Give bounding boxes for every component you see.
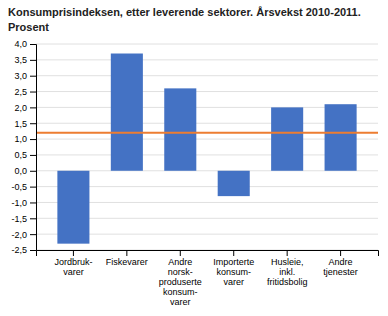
x-tick-label-line: Fiskevarer <box>106 257 148 267</box>
y-tick: 2,0 <box>14 103 36 113</box>
plot: -2,5 -2,0 -1,5 -1,0 -0,5 0,0 0,5 1,0 1,5 2,0 2,5 3,… <box>11 39 378 307</box>
x-tick-label: Importertekonsum-varer <box>213 257 254 287</box>
y-tick: -2,0 <box>11 230 36 240</box>
y-tick-mark <box>30 250 36 251</box>
y-tick-label: -2,0 <box>11 230 27 240</box>
x-tick-label: Andrenorsk-produsertekonsum-varer <box>159 257 202 307</box>
y-tick-label: 1,5 <box>14 119 27 129</box>
grid-line <box>36 44 378 45</box>
y-tick-mark <box>30 171 36 172</box>
y-tick-label: 3,0 <box>14 71 27 81</box>
y-tick-mark <box>30 123 36 124</box>
y-tick-label: 0,0 <box>14 166 27 176</box>
x-tick-label-line: fritidsbolig <box>267 277 308 287</box>
x-tick-label-line: inkl. <box>279 267 295 277</box>
y-tick: 4,0 <box>14 39 36 49</box>
y-tick: 0,0 <box>14 166 36 176</box>
y-tick-label: 0,5 <box>14 150 27 160</box>
y-tick: 3,0 <box>14 71 36 81</box>
y-tick-label: -1,0 <box>11 198 27 208</box>
y-tick-label: 4,0 <box>14 39 27 49</box>
bar <box>57 171 89 244</box>
y-axis: -2,5 -2,0 -1,5 -1,0 -0,5 0,0 0,5 1,0 1,5 2,0 2,5 3,… <box>11 39 36 255</box>
y-tick: 1,0 <box>14 134 36 144</box>
x-axis-line <box>37 251 379 257</box>
bar <box>325 104 357 171</box>
y-tick-label: 1,0 <box>14 134 27 144</box>
y-tick-label: -1,5 <box>11 214 27 224</box>
y-tick: -1,0 <box>11 198 36 208</box>
x-tick-mark <box>287 250 288 256</box>
x-tick-mark <box>73 250 74 256</box>
bar <box>271 107 303 170</box>
x-tick-label-line: norsk- <box>168 267 193 277</box>
y-tick-mark <box>30 92 36 93</box>
grid <box>36 44 378 250</box>
grid-line <box>36 75 378 76</box>
y-tick-mark <box>30 107 36 108</box>
y-tick-mark <box>30 187 36 188</box>
y-tick-label: 2,5 <box>14 87 27 97</box>
subtitle: Prosent <box>8 21 49 33</box>
x-tick-mark <box>233 250 234 256</box>
y-tick-mark <box>30 60 36 61</box>
x-tick-label-line: Andre <box>168 257 192 267</box>
x-tick: Jordbruk-varer <box>54 250 92 277</box>
x-axis: Jordbruk-varerFiskevarerAndrenorsk-produ… <box>37 250 379 307</box>
x-tick-label-line: Husleie, <box>271 257 304 267</box>
x-tick-label-line: varer <box>223 277 244 287</box>
x-tick-label-line: Jordbruk- <box>54 257 92 267</box>
y-axis-line <box>30 45 37 251</box>
y-tick-label: 3,5 <box>14 55 27 65</box>
y-tick: 2,5 <box>14 87 36 97</box>
title: Konsumprisindeksen, etter leverende sekt… <box>8 6 361 18</box>
marks <box>36 54 378 244</box>
x-tick: Andretjenester <box>323 250 358 277</box>
y-tick-mark <box>30 155 36 156</box>
y-tick-label: -0,5 <box>11 182 27 192</box>
x-tick: Importertekonsum-varer <box>213 250 254 287</box>
y-tick: -2,5 <box>11 245 36 255</box>
grid-line <box>36 59 378 60</box>
x-tick-label-line: produserte <box>159 277 202 287</box>
y-tick-mark <box>30 218 36 219</box>
x-tick-label: Husleie,inkl.fritidsbolig <box>267 257 308 287</box>
grid-line <box>36 91 378 92</box>
bar <box>111 54 143 171</box>
x-tick-label-line: konsum- <box>163 287 198 297</box>
x-tick-label-line: konsum- <box>216 267 251 277</box>
x-tick-label-line: Importerte <box>213 257 254 267</box>
reference-line <box>36 132 378 134</box>
x-tick: Andrenorsk-produsertekonsum-varer <box>159 250 202 307</box>
y-tick-label: 2,0 <box>14 103 27 113</box>
y-tick-mark <box>30 234 36 235</box>
y-tick-mark <box>30 139 36 140</box>
y-tick-mark <box>30 76 36 77</box>
x-tick-mark <box>126 250 127 256</box>
bar <box>218 171 250 196</box>
x-tick-label: Jordbruk-varer <box>54 257 92 277</box>
x-tick-mark <box>340 250 341 256</box>
x-tick-mark <box>180 250 181 256</box>
y-tick: 0,5 <box>14 150 36 160</box>
x-tick-label-line: Andre <box>329 257 353 267</box>
chart: Konsumprisindeksen, etter leverende sekt… <box>0 0 388 316</box>
x-tick: Fiskevarer <box>106 250 148 267</box>
x-tick-label: Fiskevarer <box>106 257 148 267</box>
x-tick-label-line: varer <box>63 267 84 277</box>
y-tick: -0,5 <box>11 182 36 192</box>
y-tick-mark <box>30 44 36 45</box>
x-tick: Husleie,inkl.fritidsbolig <box>267 250 308 287</box>
bar <box>164 88 196 170</box>
y-tick-mark <box>30 202 36 203</box>
y-tick: -1,5 <box>11 214 36 224</box>
x-tick-label-line: varer <box>170 297 191 307</box>
x-tick-label-line: tjenester <box>323 267 358 277</box>
y-tick-label: -2,5 <box>11 245 27 255</box>
x-tick-label: Andretjenester <box>323 257 358 277</box>
y-tick: 1,5 <box>14 119 36 129</box>
y-tick: 3,5 <box>14 55 36 65</box>
